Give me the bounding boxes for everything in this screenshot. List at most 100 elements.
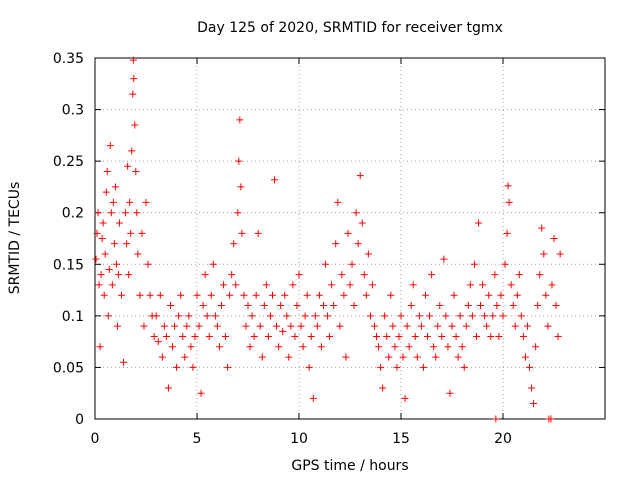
data-point [105, 265, 113, 273]
data-point [391, 343, 399, 351]
data-point [332, 240, 340, 248]
data-point [348, 260, 356, 268]
data-point [499, 312, 507, 320]
data-point [242, 322, 250, 330]
data-point [301, 312, 309, 320]
data-point [106, 142, 114, 150]
data-point [281, 291, 289, 299]
data-point [360, 271, 368, 279]
data-point [120, 358, 128, 366]
data-point [134, 250, 142, 258]
data-point [485, 291, 493, 299]
data-point [130, 75, 138, 83]
data-point [542, 291, 550, 299]
data-point [515, 271, 523, 279]
data-point [207, 291, 215, 299]
data-point [107, 209, 115, 217]
y-tick-label: 0.1 [62, 309, 84, 325]
data-point [350, 302, 358, 310]
data-point [187, 343, 195, 351]
data-point [273, 322, 281, 330]
data-point [456, 312, 464, 320]
data-point [362, 291, 370, 299]
y-tick-label: 0.2 [62, 206, 84, 222]
data-point [324, 312, 332, 320]
data-point [442, 312, 450, 320]
data-point [534, 302, 542, 310]
data-point [377, 363, 385, 371]
data-point [448, 322, 456, 330]
data-point [144, 260, 152, 268]
data-point [285, 353, 293, 361]
data-point [504, 182, 512, 190]
data-point [113, 322, 121, 330]
data-point [277, 302, 285, 310]
data-point [547, 415, 555, 423]
y-tick-label: 0.35 [53, 51, 84, 67]
data-point [407, 302, 415, 310]
data-point [517, 312, 525, 320]
data-point [430, 343, 438, 351]
data-point [126, 198, 134, 206]
chart-title: Day 125 of 2020, SRMTID for receiver tgm… [197, 20, 503, 36]
data-point [303, 291, 311, 299]
data-points [92, 56, 564, 423]
data-point [364, 250, 372, 258]
data-point [395, 332, 403, 340]
data-point [92, 255, 100, 263]
data-point [240, 291, 248, 299]
data-point [131, 121, 139, 129]
data-point [224, 363, 232, 371]
data-point [199, 302, 207, 310]
data-point [403, 322, 411, 330]
data-point [201, 271, 209, 279]
data-point [146, 291, 154, 299]
data-point [426, 312, 434, 320]
data-point [528, 384, 536, 392]
x-tick-label: 15 [392, 431, 410, 447]
data-point [464, 302, 472, 310]
data-point [519, 332, 527, 340]
data-point [93, 229, 101, 237]
data-point [108, 281, 116, 289]
data-point [150, 332, 158, 340]
data-point [415, 312, 423, 320]
data-point [340, 291, 348, 299]
data-point [338, 271, 346, 279]
data-point [458, 343, 466, 351]
data-point [203, 312, 211, 320]
data-point [375, 343, 383, 351]
data-point [275, 343, 283, 351]
data-point [125, 271, 133, 279]
data-point [523, 322, 531, 330]
data-point [295, 271, 303, 279]
data-point [397, 312, 405, 320]
data-point [173, 363, 181, 371]
data-point [230, 240, 238, 248]
data-point [438, 332, 446, 340]
data-point [477, 302, 485, 310]
data-point [140, 322, 148, 330]
data-point [334, 198, 342, 206]
data-point [114, 271, 122, 279]
y-tick-label: 0.25 [53, 154, 84, 170]
data-point [495, 332, 503, 340]
x-tick-label: 5 [193, 431, 202, 447]
data-point [356, 172, 364, 180]
data-point [279, 327, 287, 335]
data-point [503, 229, 511, 237]
data-point [344, 229, 352, 237]
data-point [189, 363, 197, 371]
data-point [501, 260, 509, 268]
data-point [540, 250, 548, 258]
data-point [179, 332, 187, 340]
tick-labels: 0 0.05 0.1 0.15 0.2 0.25 0.3 0.35 0 5 10 15 20 [53, 51, 512, 447]
data-point [307, 332, 315, 340]
data-point [424, 332, 432, 340]
data-point [211, 312, 219, 320]
data-point [124, 162, 132, 170]
data-point [346, 281, 354, 289]
data-point [358, 219, 366, 227]
data-point [136, 291, 144, 299]
